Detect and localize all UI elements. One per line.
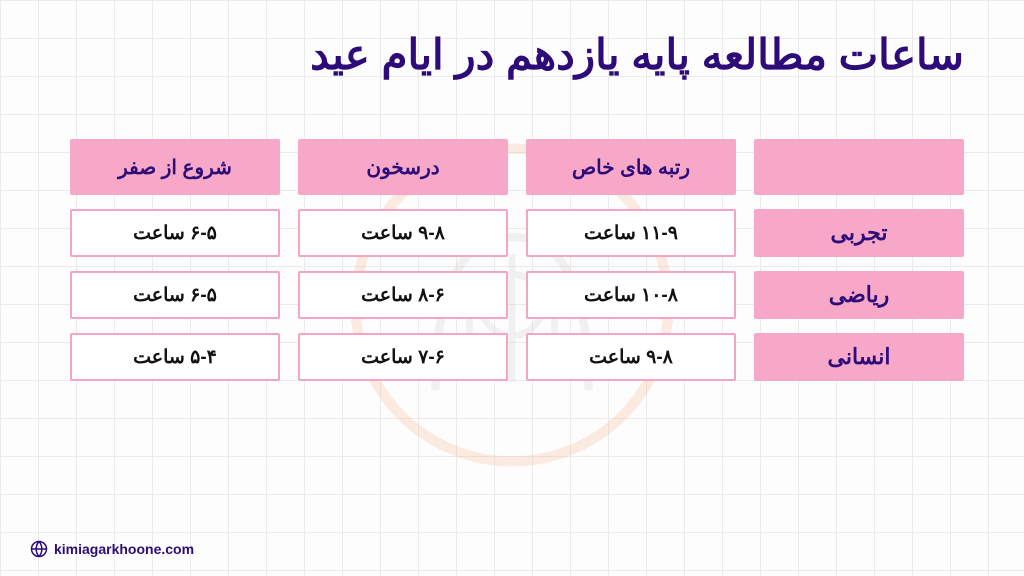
cell-ensani-studious: ۷-۶ ساعت [298,333,508,381]
globe-icon [30,540,48,558]
cell-riazi-special: ۱۰-۸ ساعت [526,271,736,319]
cell-tajrobi-special: ۱۱-۹ ساعت [526,209,736,257]
cell-ensani-special: ۹-۸ ساعت [526,333,736,381]
header-special-ranks: رتبه های خاص [526,139,736,195]
study-hours-table: رتبه های خاص درسخون شروع از صفر تجربی ۱۱… [60,139,964,381]
cell-tajrobi-studious: ۹-۸ ساعت [298,209,508,257]
page-title: ساعات مطالعه پایه یازدهم در ایام عید [60,30,964,79]
header-from-zero: شروع از صفر [70,139,280,195]
header-studious: درسخون [298,139,508,195]
footer: kimiagarkhoone.com [30,540,194,558]
row-label-ensani: انسانی [754,333,964,381]
cell-riazi-zero: ۶-۵ ساعت [70,271,280,319]
row-label-riazi: ریاضی [754,271,964,319]
cell-riazi-studious: ۸-۶ ساعت [298,271,508,319]
footer-url: kimiagarkhoone.com [54,541,194,557]
cell-ensani-zero: ۵-۴ ساعت [70,333,280,381]
row-label-tajrobi: تجربی [754,209,964,257]
header-empty [754,139,964,195]
cell-tajrobi-zero: ۶-۵ ساعت [70,209,280,257]
